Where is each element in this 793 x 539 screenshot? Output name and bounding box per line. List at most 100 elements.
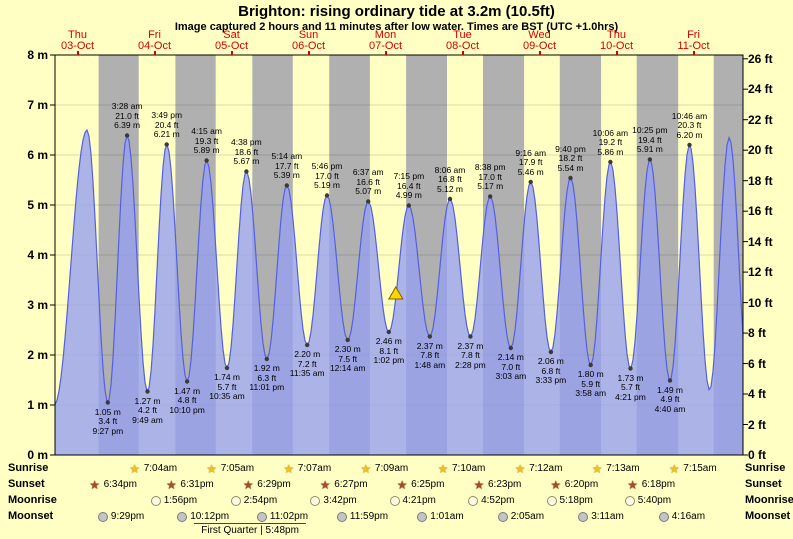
y-axis-label-ft: 2 ft bbox=[748, 417, 766, 432]
tide-point-marker bbox=[427, 334, 432, 339]
tide-point-marker bbox=[184, 379, 190, 384]
y-axis-label-ft: 14 ft bbox=[748, 234, 773, 249]
moonrise-time: 1:56pm bbox=[163, 495, 198, 506]
tide-high-label: 9:16 am 17.9 ft 5.46 m bbox=[515, 147, 547, 177]
chart-subtitle: Image captured 2 hours and 11 minutes af… bbox=[174, 21, 619, 33]
astro-row-label-left: Sunset bbox=[8, 478, 45, 490]
moonset-time: 1:01am bbox=[430, 511, 464, 522]
y-axis-label-ft: 4 ft bbox=[748, 387, 766, 401]
tide-point-marker bbox=[488, 194, 493, 199]
moonset-time: 11:02pm bbox=[269, 511, 309, 522]
moonset-entry: 4:16am bbox=[658, 510, 705, 523]
tide-high-label: 3:28 am 21.0 ft 6.39 m bbox=[111, 101, 143, 130]
sunset-star-icon bbox=[89, 479, 101, 491]
day-label: Wed 09-Oct bbox=[522, 29, 556, 52]
sunset-entry: 6:27pm bbox=[319, 478, 367, 491]
moonrise-moon-icon bbox=[468, 495, 479, 506]
tide-graph bbox=[50, 54, 748, 456]
y-axis-label-m: 0 m bbox=[27, 448, 48, 462]
sunrise-entry: 7:12am bbox=[514, 462, 562, 475]
y-axis-label-m: 5 m bbox=[27, 198, 48, 212]
day-label: Fri 04-Oct bbox=[137, 29, 171, 52]
sunrise-entry: 7:09am bbox=[360, 462, 408, 475]
moonrise-entry: 4:52pm bbox=[468, 494, 514, 507]
sunrise-star-icon bbox=[591, 463, 603, 475]
day-label: Tue 08-Oct bbox=[445, 29, 479, 52]
day-label: Thu 10-Oct bbox=[599, 29, 633, 52]
sunrise-time: 7:05am bbox=[220, 463, 255, 474]
tide-point-marker bbox=[145, 389, 150, 394]
moonset-moon-icon bbox=[497, 511, 508, 522]
astro-row-label-right: Moonset bbox=[745, 510, 791, 522]
y-axis-label-ft: 10 ft bbox=[748, 295, 773, 310]
moonset-entry: 9:29pm bbox=[97, 510, 144, 523]
sunrise-time: 7:04am bbox=[143, 463, 178, 474]
y-axis-label-m: 3 m bbox=[27, 298, 48, 312]
y-axis-label-ft: 8 ft bbox=[748, 326, 766, 341]
day-tick bbox=[692, 51, 695, 55]
moonset-moon-icon bbox=[177, 511, 188, 522]
tide-high-label: 10:25 pm 19.4 ft 5.91 m bbox=[632, 125, 668, 154]
sunset-time: 6:20pm bbox=[564, 479, 599, 490]
tide-low-label: 2.37 m 7.8 ft 1:48 am bbox=[414, 340, 446, 370]
moonrise-entry: 5:18pm bbox=[546, 494, 593, 507]
moonrise-entry: 3:42pm bbox=[310, 494, 357, 507]
y-axis-label-m: 6 m bbox=[27, 148, 48, 162]
sunset-star-icon bbox=[319, 479, 331, 491]
sunrise-entry: 7:07am bbox=[283, 462, 331, 475]
astro-row-label-left: Moonset bbox=[8, 510, 54, 522]
tide-point-marker bbox=[628, 366, 633, 371]
page-title: Brighton: rising ordinary tide at 3.2m (… bbox=[238, 3, 555, 20]
sunset-star-icon bbox=[242, 479, 254, 491]
sunset-time: 6:34pm bbox=[103, 479, 137, 490]
day-label: Sun 06-Oct bbox=[291, 29, 325, 52]
y-axis-label-m: 1 m bbox=[27, 398, 48, 412]
sunset-star-icon bbox=[550, 479, 562, 491]
tide-low-label: 1.92 m 6.3 ft 11:01 pm bbox=[249, 363, 285, 392]
y-axis-label-ft: 12 ft bbox=[748, 265, 773, 280]
astro-row-label-left: Sunrise bbox=[8, 462, 49, 474]
day-tick bbox=[538, 51, 541, 55]
tide-low-label: 2.14 m 7.0 ft 3:03 am bbox=[495, 352, 527, 381]
day-tick bbox=[230, 51, 233, 55]
tide-high-label: 3:49 pm 20.4 ft 6.21 m bbox=[151, 110, 183, 139]
sunset-time: 6:25pm bbox=[411, 479, 445, 490]
sunrise-entry: 7:10am bbox=[437, 462, 485, 475]
moonrise-time: 3:42pm bbox=[323, 495, 357, 506]
moonset-entry: 11:02pm bbox=[256, 510, 309, 523]
tide-point-marker bbox=[105, 400, 111, 405]
tide-point-marker bbox=[667, 378, 673, 383]
tide-point-marker bbox=[366, 199, 371, 204]
y-axis-label-m: 7 m bbox=[27, 98, 48, 112]
y-axis-label-ft: 26 ft bbox=[748, 51, 773, 66]
moonrise-moon-icon bbox=[150, 495, 161, 506]
moonrise-entry: 1:56pm bbox=[150, 494, 198, 507]
tide-point-marker bbox=[386, 329, 391, 335]
sunrise-star-icon bbox=[283, 463, 295, 475]
astro-row-label-right: Sunset bbox=[745, 478, 782, 490]
sunrise-time: 7:12am bbox=[529, 463, 563, 474]
tide-high-label: 5:46 pm 17.0 ft 5.19 m bbox=[311, 161, 343, 190]
tide-low-label: 1.47 m 4.8 ft 10:10 pm bbox=[169, 385, 205, 415]
day-tick bbox=[153, 51, 156, 55]
sunrise-star-icon bbox=[668, 463, 680, 475]
sunrise-time: 7:15am bbox=[683, 463, 717, 474]
sunrise-entry: 7:05am bbox=[206, 462, 254, 475]
sunset-entry: 6:34pm bbox=[89, 478, 137, 491]
sunset-star-icon bbox=[627, 479, 639, 491]
moonrise-moon-icon bbox=[624, 495, 635, 506]
tide-point-marker bbox=[468, 334, 473, 339]
tide-point-marker bbox=[204, 158, 209, 163]
tide-point-marker bbox=[528, 179, 533, 185]
day-tick bbox=[384, 51, 387, 55]
day-tick bbox=[461, 51, 464, 55]
day-tick bbox=[307, 51, 310, 55]
moonrise-time: 4:21pm bbox=[402, 495, 436, 506]
sunrise-time: 7:07am bbox=[297, 463, 332, 474]
tide-high-label: 6:37 am 16.6 ft 5.07 m bbox=[352, 167, 384, 196]
moonset-time: 11:59pm bbox=[349, 511, 389, 522]
moonset-entry: 11:59pm bbox=[336, 510, 389, 523]
